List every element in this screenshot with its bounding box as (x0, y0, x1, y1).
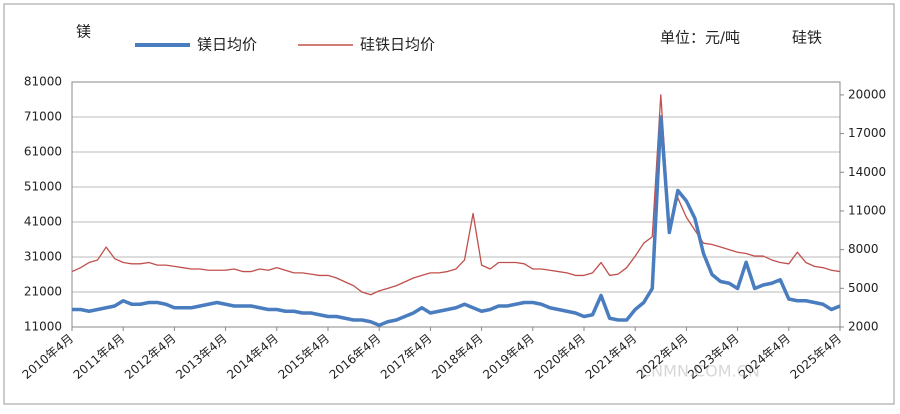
y2-axis-label: 硅铁 (792, 29, 822, 47)
series-line (71, 94, 841, 296)
y-axis-label: 镁 (76, 23, 91, 41)
watermark: CNMN.COM.CN (640, 362, 760, 381)
y-tick-label: 61000 (24, 145, 62, 159)
y-tick-label: 41000 (24, 215, 62, 229)
unit-label: 单位：元/吨 (660, 29, 740, 47)
y-tick-label: 11000 (24, 320, 62, 334)
y2-tick-label: 5000 (848, 281, 879, 295)
y2-tick-label: 11000 (848, 203, 886, 217)
frame (3, 3, 895, 405)
y2-tick-label: 14000 (848, 165, 886, 179)
y-tick-label: 21000 (24, 285, 62, 299)
y-tick-label: 81000 (24, 75, 62, 89)
legend-label: 镁日均价 (197, 36, 257, 54)
series-line (72, 115, 841, 327)
plot-area (71, 81, 841, 328)
y-tick-label: 31000 (24, 250, 62, 264)
y2-tick-label: 17000 (848, 126, 886, 140)
y2-tick-label: 8000 (848, 242, 879, 256)
y2-tick-label: 2000 (848, 320, 879, 334)
y2-tick-label: 20000 (848, 87, 886, 101)
y-tick-label: 51000 (24, 180, 62, 194)
y-tick-label: 71000 (24, 110, 62, 124)
legend-label: 硅铁日均价 (360, 36, 435, 54)
